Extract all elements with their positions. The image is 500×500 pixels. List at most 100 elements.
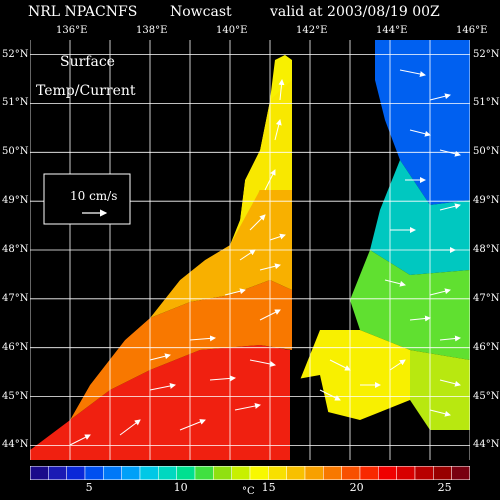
colorbar-swatch xyxy=(451,466,470,480)
current-vector-arrow xyxy=(439,203,461,211)
longitude-label: 140°E xyxy=(216,25,248,36)
okhotsk-green xyxy=(350,250,470,360)
latitude-label-left: 45°N xyxy=(2,390,29,402)
colorbar-tick-label: 15 xyxy=(261,481,276,494)
tatar-strait-orange-yellow xyxy=(150,190,292,318)
longitude-label: 138°E xyxy=(136,25,168,36)
colorbar-swatch xyxy=(378,466,397,480)
longitude-label: 144°E xyxy=(376,25,408,36)
sea-of-japan-orange xyxy=(70,280,292,420)
colorbar-swatch xyxy=(249,466,269,480)
latitude-label-right: 48°N xyxy=(473,244,500,255)
temperature-colorbar xyxy=(30,466,470,480)
latitude-label-left: 51°N xyxy=(2,97,29,109)
current-vector-arrow xyxy=(439,149,461,157)
sakhalin-land xyxy=(292,60,370,360)
colorbar-swatch xyxy=(231,466,251,480)
colorbar-tick-label: 10 xyxy=(173,481,188,494)
colorbar-swatch xyxy=(359,466,379,480)
current-vector-arrow xyxy=(429,93,451,101)
current-vector-arrow xyxy=(399,69,426,77)
colorbar-swatch xyxy=(213,466,232,480)
latitude-label-right: 46°N xyxy=(473,341,500,353)
colorbar-swatch xyxy=(304,466,324,480)
current-vector-arrow xyxy=(234,403,261,411)
current-vector-arrow xyxy=(278,79,285,101)
colorbar-tick-label: 20 xyxy=(349,481,364,494)
latitude-label-right: 47°N xyxy=(473,292,500,304)
longitude-label: 136°E xyxy=(56,25,88,36)
current-vector-arrow xyxy=(259,309,281,321)
colorbar-unit: °C xyxy=(242,486,255,497)
colorbar-swatch xyxy=(139,466,159,480)
current-vector-arrow xyxy=(259,263,281,271)
colorbar-swatch xyxy=(286,466,306,480)
current-vector-arrow xyxy=(439,335,461,342)
colorbar-tick-label: 25 xyxy=(437,481,452,494)
latitude-label-left: 48°N xyxy=(2,244,29,255)
field-label-box: Surface Temp/Current xyxy=(36,54,136,99)
current-vector-arrow xyxy=(274,119,282,141)
okhotsk-blue xyxy=(375,40,470,205)
colorbar-swatch xyxy=(30,466,49,480)
current-vector-arrow xyxy=(439,379,461,387)
colorbar-swatch xyxy=(48,466,67,480)
latitude-label-left: 49°N xyxy=(2,195,29,207)
latitude-label-left: 44°N xyxy=(2,439,29,451)
map-title: NRL NPACNFS Nowcast valid at 2003/08/19 … xyxy=(0,4,500,20)
current-vector-arrow xyxy=(189,335,216,342)
current-vector-arrow xyxy=(119,419,141,436)
okhotsk-cyan xyxy=(370,160,470,275)
colorbar-swatch xyxy=(176,466,196,480)
latitude-label-right: 49°N xyxy=(473,195,500,207)
current-vector-arrow xyxy=(429,409,451,417)
current-vector-arrow xyxy=(389,359,406,371)
valid-time: valid at 2003/08/19 00Z xyxy=(270,4,440,20)
colorbar-swatch xyxy=(194,466,214,480)
current-vector-arrow xyxy=(249,359,276,367)
colorbar-swatch xyxy=(103,466,122,480)
current-vector-arrow xyxy=(264,169,276,191)
current-vector-arrow xyxy=(269,233,286,241)
colorbar-swatch xyxy=(433,466,452,480)
current-vector-arrow xyxy=(249,214,266,231)
colorbar-tick-label: 5 xyxy=(85,481,93,494)
current-vector-arrow xyxy=(409,315,431,322)
scale-vector-box: 10 cm/s xyxy=(43,173,131,225)
current-vector-arrow xyxy=(409,129,431,137)
current-vector-arrow xyxy=(149,353,171,361)
current-vectors xyxy=(69,69,461,446)
colorbar-swatch xyxy=(414,466,434,480)
latitude-label-right: 45°N xyxy=(473,390,500,402)
latitude-label-right: 44°N xyxy=(473,439,500,451)
aniva-yellow xyxy=(300,330,410,420)
current-vector-arrow xyxy=(179,419,206,431)
colorbar-swatch xyxy=(158,466,177,480)
colorbar-swatch xyxy=(341,466,361,480)
latitude-label-right: 51°N xyxy=(473,97,500,109)
latitude-label-left: 47°N xyxy=(2,292,29,304)
strait-inlet xyxy=(270,55,292,100)
longitude-label: 142°E xyxy=(296,25,328,36)
model-name: NRL NPACNFS xyxy=(28,4,138,20)
colorbar-swatch xyxy=(84,466,104,480)
current-vector-arrow xyxy=(69,434,91,446)
colorbar-swatch xyxy=(66,466,86,480)
forecast-mode: Nowcast xyxy=(170,4,232,20)
current-vector-arrow xyxy=(224,288,246,296)
scale-vector-label: 10 cm/s xyxy=(70,189,117,203)
latitude-label-left: 52°N xyxy=(2,48,29,60)
sea-of-japan-red xyxy=(30,345,290,460)
colorbar-swatch xyxy=(268,466,287,480)
current-vector-arrow xyxy=(319,389,341,401)
current-vector-arrow xyxy=(149,383,176,391)
latitude-label-right: 52°N xyxy=(473,48,500,60)
current-vector-arrow xyxy=(384,279,406,287)
field-title-line2: Temp/Current xyxy=(36,83,136,99)
colorbar-swatch xyxy=(121,466,141,480)
current-vector-arrow xyxy=(239,249,256,261)
okhotsk-yellow-green xyxy=(410,350,470,440)
ocean-map: Surface Temp/Current 10 cm/s xyxy=(30,40,470,460)
latitude-label-left: 50°N xyxy=(2,146,29,158)
colorbar-swatch xyxy=(323,466,342,480)
